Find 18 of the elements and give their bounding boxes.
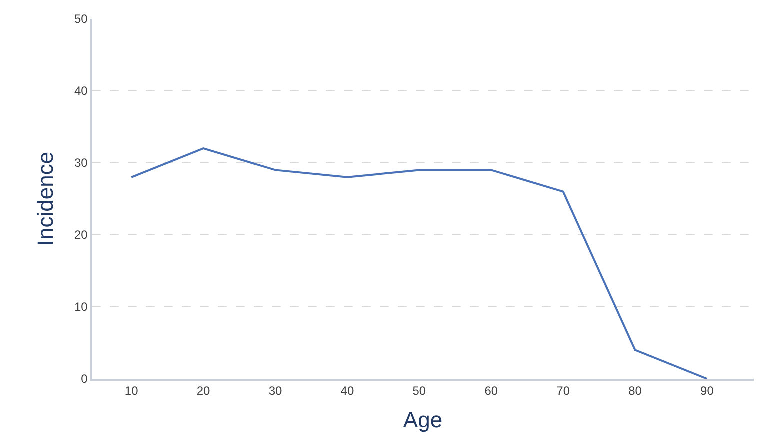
- y-tick-label: 20: [74, 228, 88, 242]
- x-tick-label: 10: [124, 384, 139, 398]
- x-tick-label: 80: [628, 384, 642, 398]
- x-tick-label: 30: [268, 384, 282, 398]
- x-tick-label: 90: [700, 384, 714, 398]
- x-axis-title: Age: [403, 408, 443, 433]
- x-tick-label: 20: [196, 384, 211, 398]
- y-tick-label: 30: [74, 156, 88, 170]
- y-tick-label: 10: [74, 300, 88, 314]
- y-axis-title: Incidence: [32, 152, 58, 246]
- x-tick-label: 70: [556, 384, 570, 398]
- line-series: [130, 148, 708, 379]
- y-tick-label: 40: [74, 84, 88, 98]
- x-tick-label: 60: [484, 384, 498, 398]
- x-tick-label: 40: [340, 384, 354, 398]
- y-tick-label: 50: [74, 12, 88, 26]
- x-tick-label: 50: [412, 384, 426, 398]
- y-tick-label: 0: [81, 372, 88, 386]
